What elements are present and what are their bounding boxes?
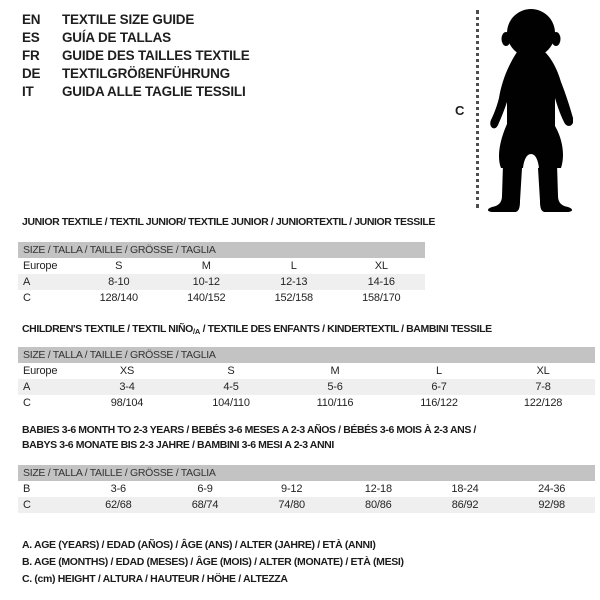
table-cell: 92/98 xyxy=(538,499,565,511)
language-code: ES xyxy=(22,30,40,45)
table-cell: XS xyxy=(119,365,135,377)
babies-section-title: BABIES 3-6 MONTH TO 2-3 YEARS / BEBÉS 3-… xyxy=(22,423,476,453)
table-cell: L xyxy=(436,365,442,377)
row-label: A xyxy=(23,276,31,288)
language-list: EN TEXTILE SIZE GUIDE ES GUÍA DE TALLAS … xyxy=(22,11,250,101)
table-cell: 98/104 xyxy=(110,397,144,409)
language-label: GUÍA DE TALLAS xyxy=(62,30,171,45)
table-cell: 68/74 xyxy=(191,499,219,511)
row-label: C xyxy=(23,499,31,511)
footnote-b: B. AGE (MONTHS) / EDAD (MESES) / ÂGE (MO… xyxy=(22,556,404,568)
table-cell: 152/158 xyxy=(274,292,314,304)
children-title-pre: CHILDREN'S TEXTILE / TEXTIL NIÑO xyxy=(22,323,193,335)
row-label: Europe xyxy=(23,365,58,377)
table-cell: 12-18 xyxy=(364,483,392,495)
table-row: Europe XS S M L XL xyxy=(18,363,595,379)
table-cell: 18-24 xyxy=(451,483,479,495)
footnote-c: C. (cm) HEIGHT / ALTURA / HAUTEUR / HÖHE… xyxy=(22,573,288,585)
size-table-header: SIZE / TALLA / TAILLE / GRÖSSE / TAGLIA xyxy=(18,242,425,258)
babies-title-line1: BABIES 3-6 MONTH TO 2-3 YEARS / BEBÉS 3-… xyxy=(22,424,476,436)
language-row-de: DE TEXTILGRÖßENFÜHRUNG xyxy=(22,65,250,83)
language-row-es: ES GUÍA DE TALLAS xyxy=(22,29,250,47)
table-row: C 128/140 140/152 152/158 158/170 xyxy=(18,290,425,306)
table-cell: 86/92 xyxy=(451,499,479,511)
table-cell: 14-16 xyxy=(367,276,395,288)
children-section-title: CHILDREN'S TEXTILE / TEXTIL NIÑO/A / TEX… xyxy=(22,322,492,339)
junior-section-title: JUNIOR TEXTILE / TEXTIL JUNIOR/ TEXTILE … xyxy=(22,216,435,228)
children-title-post: / TEXTILE DES ENFANTS / KINDERTEXTIL / B… xyxy=(200,323,493,335)
footnote-a: A. AGE (YEARS) / EDAD (AÑOS) / ÂGE (ANS)… xyxy=(22,539,376,551)
table-cell: 12-13 xyxy=(280,276,308,288)
table-cell: L xyxy=(290,260,297,272)
table-cell: XL xyxy=(536,365,550,377)
table-cell: 24-36 xyxy=(538,483,566,495)
language-label: GUIDE DES TAILLES TEXTILE xyxy=(62,48,250,63)
table-cell: 122/128 xyxy=(523,397,563,409)
table-cell: M xyxy=(201,260,211,272)
table-cell: 7-8 xyxy=(535,381,551,393)
babies-size-table: SIZE / TALLA / TAILLE / GRÖSSE / TAGLIA … xyxy=(18,465,595,513)
table-cell: 104/110 xyxy=(212,397,250,409)
row-label: C xyxy=(23,397,31,409)
language-row-it: IT GUIDA ALLE TAGLIE TESSILI xyxy=(22,83,250,101)
table-cell: 140/152 xyxy=(187,292,226,304)
language-label: TEXTILE SIZE GUIDE xyxy=(62,12,195,27)
junior-size-table: SIZE / TALLA / TAILLE / GRÖSSE / TAGLIA … xyxy=(18,242,425,306)
language-code: IT xyxy=(22,84,34,99)
table-cell: 110/116 xyxy=(316,397,354,409)
table-row: C 62/68 68/74 74/80 80/86 86/92 92/98 xyxy=(18,497,595,513)
table-row: A 8-10 10-12 12-13 14-16 xyxy=(18,274,425,290)
table-row: A 3-4 4-5 5-6 6-7 7-8 xyxy=(18,379,595,395)
table-cell: XL xyxy=(374,260,388,272)
table-cell: 158/170 xyxy=(362,292,401,304)
size-table-header: SIZE / TALLA / TAILLE / GRÖSSE / TAGLIA xyxy=(18,465,595,481)
language-code: EN xyxy=(22,12,41,27)
table-cell: 128/140 xyxy=(99,292,139,304)
row-label: A xyxy=(23,381,31,393)
children-title-sub: /A xyxy=(192,327,201,336)
table-cell: 6-7 xyxy=(431,381,447,393)
table-row: C 98/104 104/110 110/116 116/122 122/128 xyxy=(18,395,595,411)
language-label: GUIDA ALLE TAGLIE TESSILI xyxy=(62,84,246,99)
table-cell: 10-12 xyxy=(192,276,220,288)
table-cell: 74/80 xyxy=(278,499,305,511)
row-label: Europe xyxy=(23,260,58,272)
table-cell: S xyxy=(115,260,123,272)
language-row-en: EN TEXTILE SIZE GUIDE xyxy=(22,11,250,29)
children-size-table: SIZE / TALLA / TAILLE / GRÖSSE / TAGLIA … xyxy=(18,347,595,411)
table-cell: 80/86 xyxy=(365,499,392,511)
table-cell: M xyxy=(330,365,340,377)
table-cell: 3-4 xyxy=(119,381,135,393)
language-code: DE xyxy=(22,66,41,81)
size-table-header: SIZE / TALLA / TAILLE / GRÖSSE / TAGLIA xyxy=(18,347,595,363)
row-label: B xyxy=(23,483,31,495)
language-label: TEXTILGRÖßENFÜHRUNG xyxy=(62,66,230,81)
table-cell: 62/68 xyxy=(105,499,132,511)
language-code: FR xyxy=(22,48,40,63)
table-cell: 116/122 xyxy=(420,397,458,409)
height-marker-label: C xyxy=(455,103,465,118)
height-dotted-line xyxy=(476,10,479,208)
table-row: B 3-6 6-9 9-12 12-18 18-24 24-36 xyxy=(18,481,595,497)
babies-title-line2: BABYS 3-6 MONATE BIS 2-3 JAHRE / BAMBINI… xyxy=(22,439,334,451)
table-cell: 3-6 xyxy=(110,483,127,495)
table-cell: S xyxy=(227,365,235,377)
table-cell: 9-12 xyxy=(281,483,303,495)
baby-silhouette-icon xyxy=(487,9,573,212)
row-label: C xyxy=(23,292,31,304)
table-cell: 4-5 xyxy=(223,381,239,393)
table-cell: 8-10 xyxy=(108,276,130,288)
table-cell: 5-6 xyxy=(327,381,343,393)
language-row-fr: FR GUIDE DES TAILLES TEXTILE xyxy=(22,47,250,65)
table-row: Europe S M L XL xyxy=(18,258,425,274)
table-cell: 6-9 xyxy=(197,483,213,495)
